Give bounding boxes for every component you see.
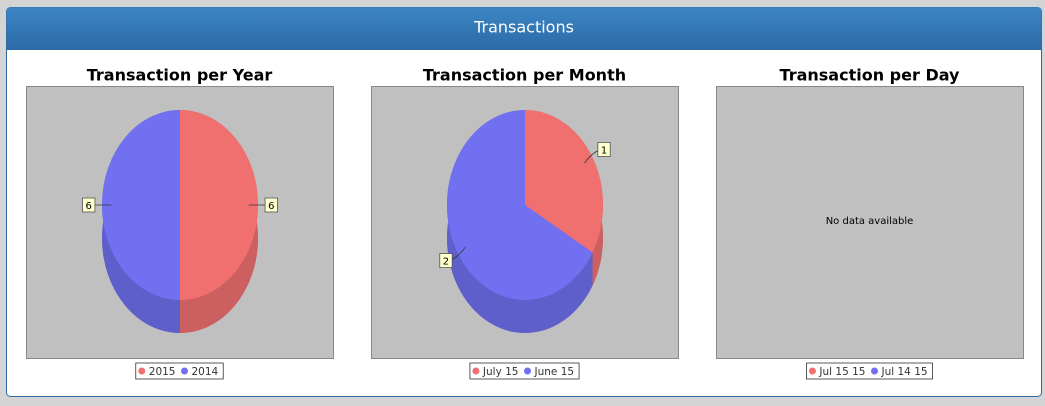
- chart-title: Transaction per Month: [423, 66, 626, 85]
- legend-label: Jul 15 15: [818, 366, 865, 378]
- data-label-group: 6: [82, 197, 96, 213]
- data-label-box: [439, 253, 453, 268]
- legend-label: June 15: [534, 366, 575, 378]
- legend-frame: [806, 362, 933, 380]
- data-label: 6: [268, 201, 274, 212]
- data-label: 1: [601, 145, 607, 156]
- slice: [102, 110, 180, 300]
- data-label-box: [264, 197, 278, 213]
- data-label: 2: [443, 257, 449, 268]
- legend-marker: [472, 367, 480, 375]
- chart-title: Transaction per Year: [87, 66, 273, 85]
- panel-title: Transactions: [473, 18, 574, 37]
- legend: 2015 2014: [135, 362, 224, 380]
- data-label-box: [82, 197, 96, 213]
- legend-marker: [808, 367, 816, 375]
- data-label-group: 1: [597, 142, 611, 157]
- slice: [447, 110, 593, 301]
- legend: July 15 June 15: [469, 362, 580, 380]
- legend-marker: [524, 367, 532, 375]
- slice: [180, 110, 258, 300]
- data-label-group: 6: [264, 197, 278, 213]
- no-data-message: No data available: [826, 216, 914, 227]
- legend-marker: [871, 367, 878, 375]
- plot-area: [716, 86, 1024, 359]
- legend-label: Jul 14 15: [881, 366, 928, 378]
- data-label: 6: [86, 201, 92, 212]
- chart-title: Transaction per Day: [780, 66, 960, 85]
- data-label-group: 2: [439, 253, 453, 268]
- legend-marker: [181, 367, 188, 375]
- data-label-box: [597, 142, 611, 157]
- legend-frame: [135, 362, 224, 380]
- legend-label: 2014: [192, 366, 219, 378]
- panel-header: [6, 7, 1042, 50]
- legend-marker: [138, 367, 146, 375]
- legend: Jul 15 15 Jul 14 15: [806, 362, 933, 380]
- slice: [525, 110, 604, 253]
- legend-label: July 15: [482, 366, 519, 378]
- legend-label: 2015: [149, 366, 176, 378]
